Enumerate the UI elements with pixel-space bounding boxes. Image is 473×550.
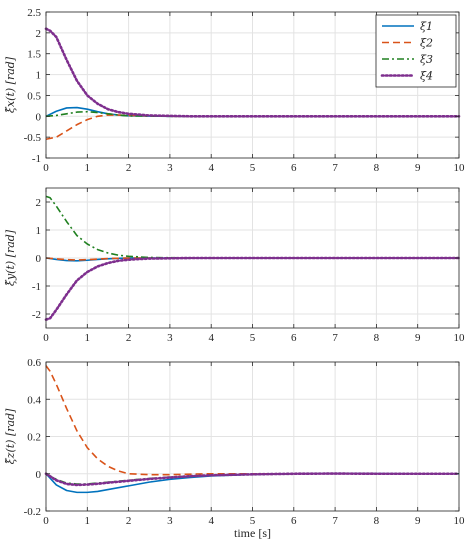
x-tick-label: 5 <box>250 162 256 174</box>
x-axis-label: time [s] <box>234 526 271 540</box>
y-tick-label: 0.2 <box>27 432 41 444</box>
x-tick-label: 8 <box>374 332 380 344</box>
series-line-xi2 <box>45 365 459 476</box>
y-axis-label: ξ̃x(t) [rad] <box>4 56 17 113</box>
x-tick-label: 1 <box>85 332 91 344</box>
y-tick-label: 1.5 <box>27 49 41 61</box>
y-tick-label: 0 <box>36 253 42 265</box>
x-tick-label: 8 <box>374 162 380 174</box>
x-tick-label: 6 <box>291 332 297 344</box>
series-line-xi4 <box>44 472 461 487</box>
y-tick-label: 0.4 <box>27 394 41 406</box>
x-tick-label: 7 <box>332 515 338 527</box>
y-tick-label: 1 <box>36 225 42 237</box>
x-tick-label: 5 <box>250 515 256 527</box>
x-tick-label: 10 <box>454 332 466 344</box>
chart-panel-1: 0 1 2 3 4 5 6 7 8 9 10 -1 -0.5 0 0.5 1 1.5 2 2.5 ξ̃x(t) [ra… <box>4 7 465 174</box>
chart-panel-2: 0 1 2 3 4 5 6 7 8 9 10 -2 -1 0 1 2 ξ̃y(t) [rad] <box>4 187 466 344</box>
chart-panel-3: 0 1 2 3 4 5 6 7 8 9 10-0.200.20.40.6ξ̃z(t) [rad]ti… <box>4 357 465 540</box>
legend-label-xi1: ξ1 <box>420 20 433 33</box>
legend: ξ1 ξ2 ξ3 ξ4 <box>375 14 457 88</box>
x-tick-label: 9 <box>415 162 421 174</box>
y-tick-label: -1 <box>32 281 41 293</box>
x-tick-label: 10 <box>454 515 466 527</box>
y-tick-label: -1 <box>32 153 41 165</box>
x-tick-label: 1 <box>85 515 91 527</box>
x-tick-label: 7 <box>332 162 338 174</box>
x-tick-label: 3 <box>167 162 173 174</box>
y-tick-label: 2 <box>36 28 42 40</box>
x-tick-label: 3 <box>167 515 173 527</box>
x-tick-label: 9 <box>415 515 421 527</box>
x-tick-label: 6 <box>291 162 297 174</box>
y-tick-label: -0.2 <box>24 506 41 518</box>
y-axis-label: ξ̃z(t) [rad] <box>4 408 17 465</box>
x-tick-label: 4 <box>208 162 214 174</box>
y-tick-label: 0.5 <box>27 90 41 102</box>
x-tick-label: 7 <box>332 332 338 344</box>
y-tick-label: -2 <box>32 309 41 321</box>
x-tick-label: 0 <box>43 332 49 344</box>
x-tick-label: 9 <box>415 332 421 344</box>
x-tick-label: 2 <box>126 332 132 344</box>
y-tick-label: 0.6 <box>27 357 41 369</box>
x-tick-label: 5 <box>250 332 256 344</box>
y-tick-label: 0 <box>36 469 42 481</box>
x-tick-label: 8 <box>374 515 380 527</box>
series-line-xi3 <box>45 195 459 259</box>
x-tick-label: 0 <box>43 162 49 174</box>
legend-label-xi2: ξ2 <box>420 37 433 50</box>
x-tick-label: 10 <box>454 162 466 174</box>
y-tick-label: 0 <box>36 111 42 123</box>
x-tick-label: 4 <box>208 332 214 344</box>
legend-label-xi3: ξ3 <box>420 53 433 66</box>
y-tick-label: 2.5 <box>27 7 41 19</box>
y-axis-label: ξ̃y(t) [rad] <box>4 229 17 286</box>
x-tick-label: 0 <box>43 515 49 527</box>
legend-label-xi4: ξ4 <box>420 70 433 83</box>
x-tick-label: 2 <box>126 162 132 174</box>
y-tick-label: 2 <box>36 197 42 209</box>
x-tick-label: 2 <box>126 515 132 527</box>
x-tick-label: 6 <box>291 515 297 527</box>
x-tick-label: 1 <box>85 162 91 174</box>
series-line-xi4 <box>44 256 461 321</box>
x-tick-label: 4 <box>208 515 214 527</box>
figure-panels: 0 1 2 3 4 5 6 7 8 9 10-1-0.500.511.522.5ξ̃x(t) [ra… <box>4 7 465 540</box>
x-tick-label: 3 <box>167 332 173 344</box>
y-tick-label: -0.5 <box>24 132 42 144</box>
series-line-xi4 <box>44 27 461 118</box>
y-tick-label: 1 <box>36 70 42 82</box>
